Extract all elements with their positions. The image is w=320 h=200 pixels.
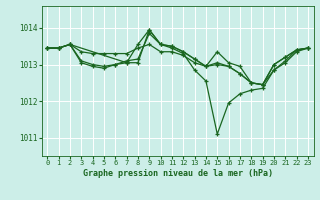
X-axis label: Graphe pression niveau de la mer (hPa): Graphe pression niveau de la mer (hPa) xyxy=(83,169,273,178)
